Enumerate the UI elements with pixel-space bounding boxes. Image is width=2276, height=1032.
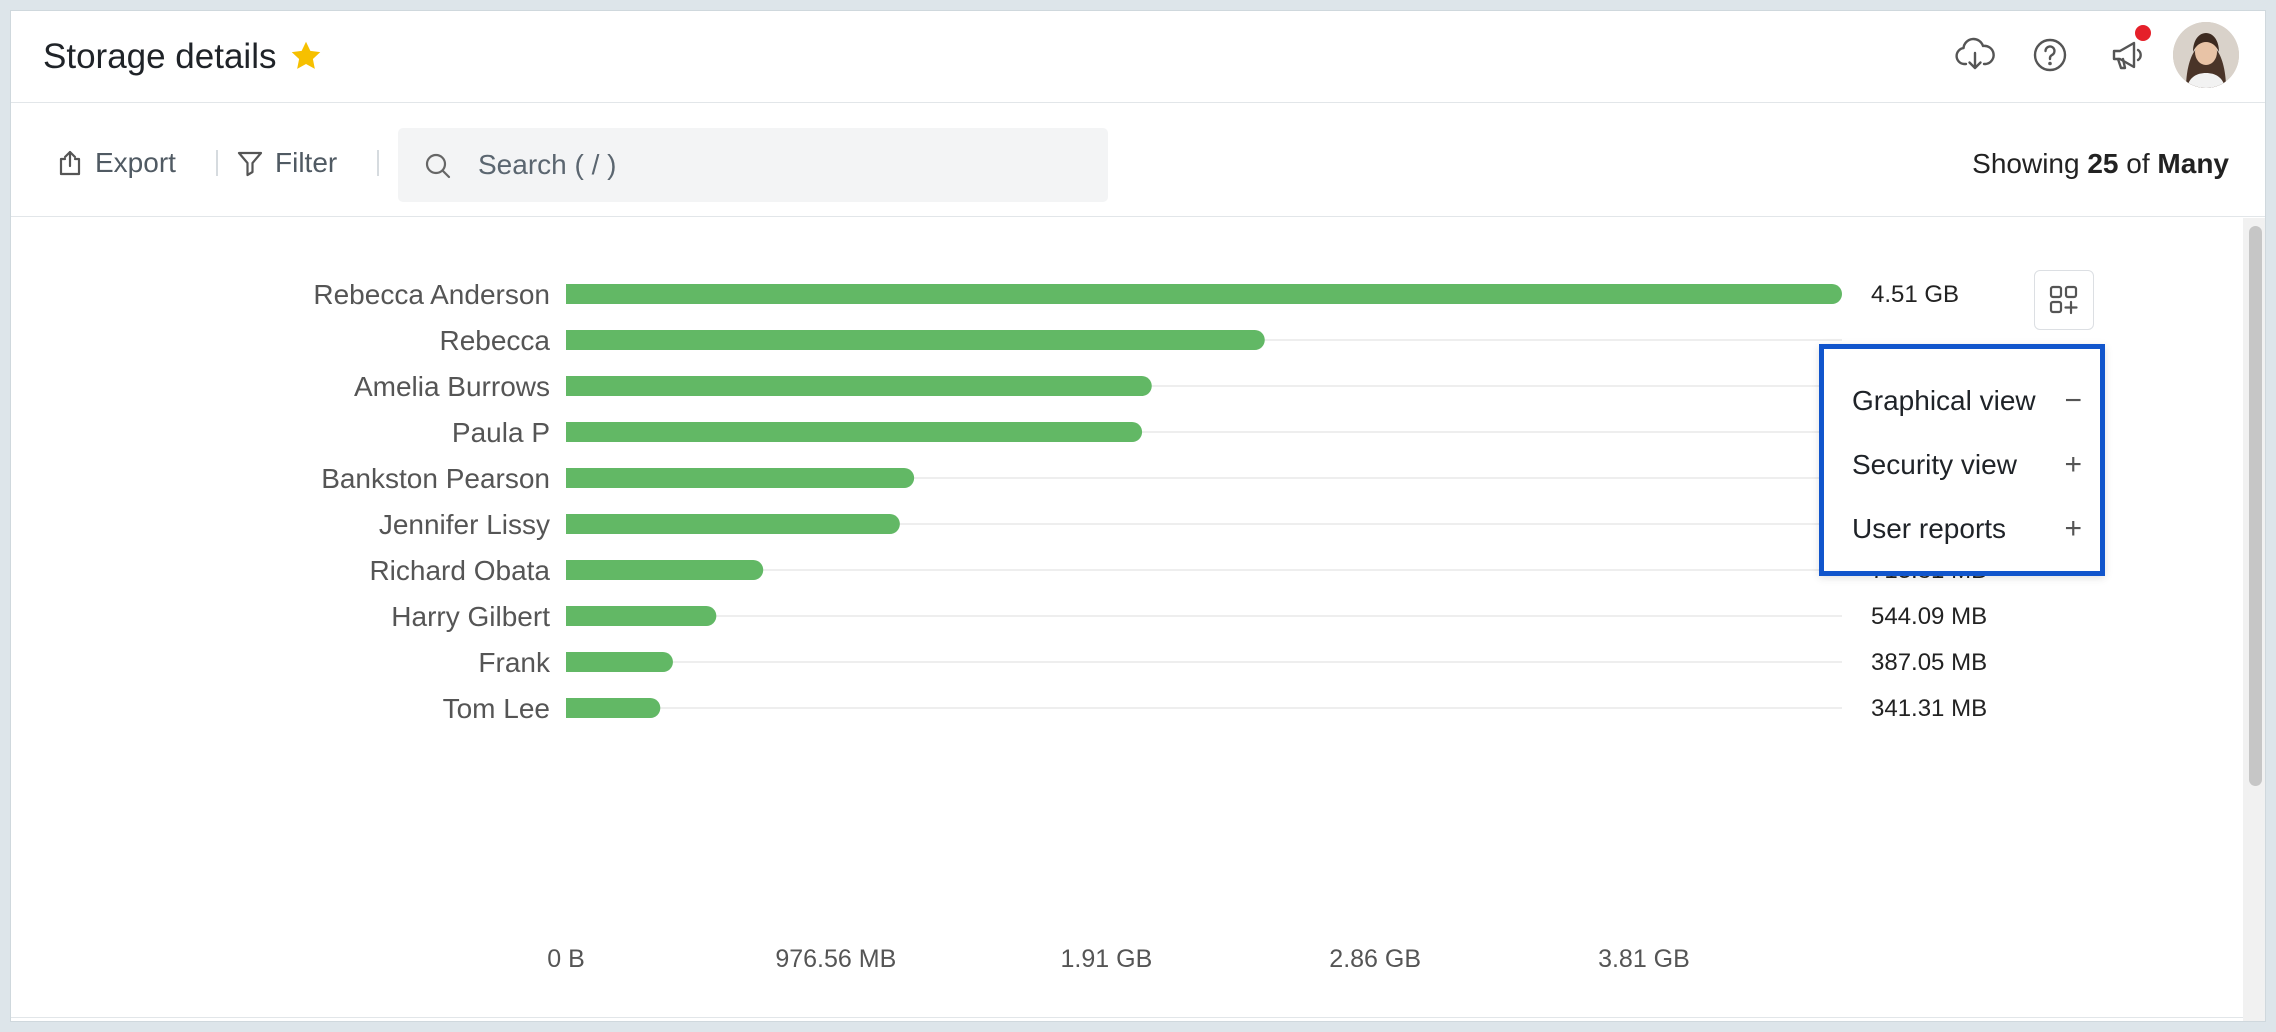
export-label: Export xyxy=(95,147,176,178)
data-bar-cap xyxy=(566,514,586,534)
add-widget-icon xyxy=(2049,285,2078,315)
megaphone-icon[interactable] xyxy=(2106,33,2150,77)
divider xyxy=(11,1017,2243,1018)
popup-item-user-reports[interactable]: User reports + xyxy=(1852,509,2082,549)
showing-total: Many xyxy=(2157,148,2229,179)
avatar[interactable] xyxy=(2173,22,2239,88)
expand-icon[interactable]: + xyxy=(2064,512,2082,545)
data-bar xyxy=(566,376,1152,396)
value-label: 387.05 MB xyxy=(1871,649,1987,676)
scrollbar-thumb[interactable] xyxy=(2249,226,2262,786)
expand-icon[interactable]: + xyxy=(2064,448,2082,481)
data-bar-cap xyxy=(566,698,586,718)
category-label: Paula P xyxy=(452,417,550,448)
popup-item-graphical-view[interactable]: Graphical view − xyxy=(1852,381,2082,421)
value-label: 4.51 GB xyxy=(1871,281,1959,308)
filter-button[interactable]: Filter xyxy=(235,146,337,180)
scrollbar[interactable] xyxy=(2243,218,2265,1021)
popup-item-label: User reports xyxy=(1852,513,2007,544)
data-bar xyxy=(566,330,1265,350)
data-bar-cap xyxy=(566,284,586,304)
x-tick-label: 0 B xyxy=(547,945,585,973)
filter-icon xyxy=(237,151,263,177)
data-bar-cap xyxy=(566,652,586,672)
data-bar-cap xyxy=(566,468,586,488)
data-bar xyxy=(566,284,1842,304)
widget-menu-button[interactable] xyxy=(2034,270,2094,330)
collapse-icon[interactable]: − xyxy=(2064,384,2082,417)
showing-count: 25 xyxy=(2087,148,2119,179)
category-label: Tom Lee xyxy=(443,693,550,724)
data-bar xyxy=(566,606,717,626)
storage-chart: Rebecca Anderson 4.51 GB Rebecca Amelia Bur… xyxy=(11,218,2243,1021)
x-tick-label: 1.91 GB xyxy=(1061,945,1153,973)
data-bar-cap xyxy=(566,422,586,442)
storage-details-page: Storage details xyxy=(10,10,2266,1022)
x-tick-label: 3.81 GB xyxy=(1598,945,1690,973)
data-bar-cap xyxy=(566,376,586,396)
x-tick-label: 2.86 GB xyxy=(1329,945,1421,973)
export-icon xyxy=(59,150,81,176)
view-options-popup: Graphical view − Security view + User re… xyxy=(1819,344,2105,576)
data-bar xyxy=(566,698,661,718)
notification-badge xyxy=(2135,25,2151,41)
star-icon[interactable] xyxy=(288,38,324,74)
filter-label: Filter xyxy=(275,147,338,178)
page-header: Storage details xyxy=(11,11,2265,103)
export-button[interactable]: Export xyxy=(55,146,176,180)
data-bar xyxy=(566,422,1143,442)
data-bar-cap xyxy=(566,330,586,350)
data-bar xyxy=(566,468,915,488)
popup-item-label: Security view xyxy=(1852,449,2017,480)
category-label: Harry Gilbert xyxy=(391,601,550,632)
showing-count-text: Showing 25 of Many xyxy=(1972,148,2229,179)
popup-item-label: Graphical view xyxy=(1852,385,2036,416)
bar-chart: Rebecca Anderson 4.51 GB Rebecca Amelia Bur… xyxy=(313,279,1987,973)
search-input[interactable] xyxy=(478,128,1078,202)
toolbar-divider xyxy=(216,150,218,176)
cloud-download-icon[interactable] xyxy=(1953,33,1997,77)
data-bar-cap xyxy=(566,560,586,580)
toolbar: Export Filter Showing 25 of Many xyxy=(11,104,2265,217)
search-box[interactable] xyxy=(398,128,1108,202)
toolbar-divider xyxy=(377,150,379,176)
page-title: Storage details xyxy=(43,37,277,76)
data-bar xyxy=(566,514,900,534)
category-label: Frank xyxy=(478,647,551,678)
category-label: Rebecca Anderson xyxy=(313,279,550,310)
category-label: Richard Obata xyxy=(369,555,550,586)
data-bar-cap xyxy=(566,606,586,626)
x-tick-label: 976.56 MB xyxy=(775,945,896,973)
search-icon xyxy=(425,153,451,179)
help-icon[interactable] xyxy=(2028,33,2072,77)
data-bar xyxy=(566,560,764,580)
category-label: Rebecca xyxy=(439,325,550,356)
category-label: Bankston Pearson xyxy=(321,463,550,494)
category-label: Amelia Burrows xyxy=(354,371,550,402)
value-label: 341.31 MB xyxy=(1871,695,1987,722)
data-bar xyxy=(566,652,673,672)
popup-item-security-view[interactable]: Security view + xyxy=(1852,445,2082,485)
value-label: 544.09 MB xyxy=(1871,603,1987,630)
category-label: Jennifer Lissy xyxy=(379,509,550,540)
